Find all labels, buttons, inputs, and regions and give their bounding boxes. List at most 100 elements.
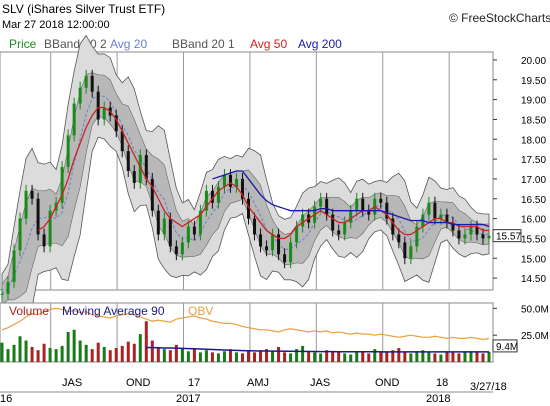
x-year-label: 2018 [426, 393, 450, 405]
volume-bar [439, 354, 443, 362]
price-candle [331, 214, 335, 231]
legend-item: Avg 50 [250, 37, 287, 51]
volume-bar [337, 352, 341, 362]
volume-bar [168, 350, 172, 362]
volume-bar [186, 351, 190, 362]
price-candle [222, 174, 226, 187]
volume-bar [162, 349, 166, 362]
price-candle [174, 246, 178, 255]
price-candle [42, 234, 46, 247]
volume-legend: Volume Moving Average 90 OBV [9, 304, 213, 318]
volume-bar [180, 348, 184, 362]
volume-bar [361, 352, 365, 362]
price-candle [301, 214, 305, 227]
price-candle [198, 210, 202, 235]
price-candle [319, 198, 323, 207]
avg50-line [37, 106, 489, 240]
legend-item: Price [9, 37, 37, 51]
price-candle [385, 202, 389, 219]
volume-bar [409, 353, 413, 362]
legend-item: Avg 20 [110, 37, 147, 51]
price-candle [90, 75, 94, 92]
price-candle [162, 218, 166, 235]
date-label: 3/27/18 [470, 381, 507, 393]
volume-panel [0, 302, 494, 363]
volume-legend-item: OBV [188, 304, 213, 318]
price-candle [156, 210, 160, 235]
price-candle [144, 155, 148, 179]
volume-bar [277, 346, 281, 362]
price-candle [469, 226, 473, 235]
volume-bar [78, 340, 82, 362]
price-tick-label: 18.00 [521, 135, 546, 146]
volume-bar [367, 353, 371, 362]
x-month-label: 17 [188, 377, 200, 389]
price-candle [403, 242, 407, 259]
volume-bar [24, 340, 28, 362]
price-candle [415, 226, 419, 247]
volume-bar [301, 345, 305, 362]
price-candle [132, 171, 136, 183]
volume-bar [271, 351, 275, 362]
volume-bar [96, 342, 100, 362]
volume-bar [216, 353, 220, 362]
price-candle [457, 230, 461, 239]
volume-bar [415, 351, 419, 362]
price-tick-label: 19.50 [521, 76, 546, 87]
volume-bar [6, 349, 10, 362]
price-candle [186, 226, 190, 243]
volume-tick-label: 25.0M [521, 331, 549, 342]
price-tick-label: 19.00 [521, 96, 546, 107]
price-candle [481, 234, 485, 239]
price-candle [84, 75, 88, 88]
price-candle [409, 246, 413, 259]
volume-bar [421, 350, 425, 362]
volume-bar [84, 344, 88, 362]
volume-bar [198, 352, 202, 362]
last-volume-badge: 9.4M [492, 339, 518, 353]
volume-bar [253, 352, 257, 362]
price-candle [475, 226, 479, 235]
price-candle [391, 218, 395, 235]
x-year-label: 16 [0, 393, 12, 405]
price-candle [138, 155, 142, 183]
volume-bar [283, 352, 287, 362]
volume-bar [138, 334, 142, 362]
volume-bar [36, 350, 40, 362]
price-candle [114, 115, 118, 132]
volume-bar [108, 350, 112, 362]
price-candle [12, 250, 16, 283]
volume-bar [204, 350, 208, 362]
volume-bar [451, 352, 455, 362]
volume-bar [373, 349, 377, 362]
price-tick-label: 15.50 [521, 234, 546, 245]
price-candle [234, 178, 238, 187]
volume-bar [60, 345, 64, 362]
price-candle [283, 254, 287, 263]
volume-bar [259, 350, 263, 362]
legend-item: BBand 20 1 [172, 37, 235, 51]
price-candle [30, 190, 34, 199]
price-candle [397, 234, 401, 243]
volume-bar [265, 349, 269, 362]
price-candle [361, 198, 365, 211]
price-candle [343, 222, 347, 235]
volume-bar [0, 342, 4, 362]
volume-bar [240, 353, 244, 362]
price-tick-label: 18.50 [521, 115, 546, 126]
volume-legend-item: Moving Average 90 [62, 304, 165, 318]
price-candle [337, 230, 341, 235]
volume-bar [18, 336, 22, 362]
volume-bar [319, 353, 323, 362]
price-candle [72, 103, 76, 136]
price-candle [36, 198, 40, 235]
volume-bar [385, 352, 389, 362]
volume-bar [445, 351, 449, 362]
price-candle [60, 167, 64, 203]
volume-bar [343, 353, 347, 362]
volume-axis: 50.0M 25.0M [493, 304, 549, 342]
volume-legend-item: Volume [9, 304, 49, 318]
obv-line [1, 307, 490, 341]
price-candle [379, 198, 383, 203]
